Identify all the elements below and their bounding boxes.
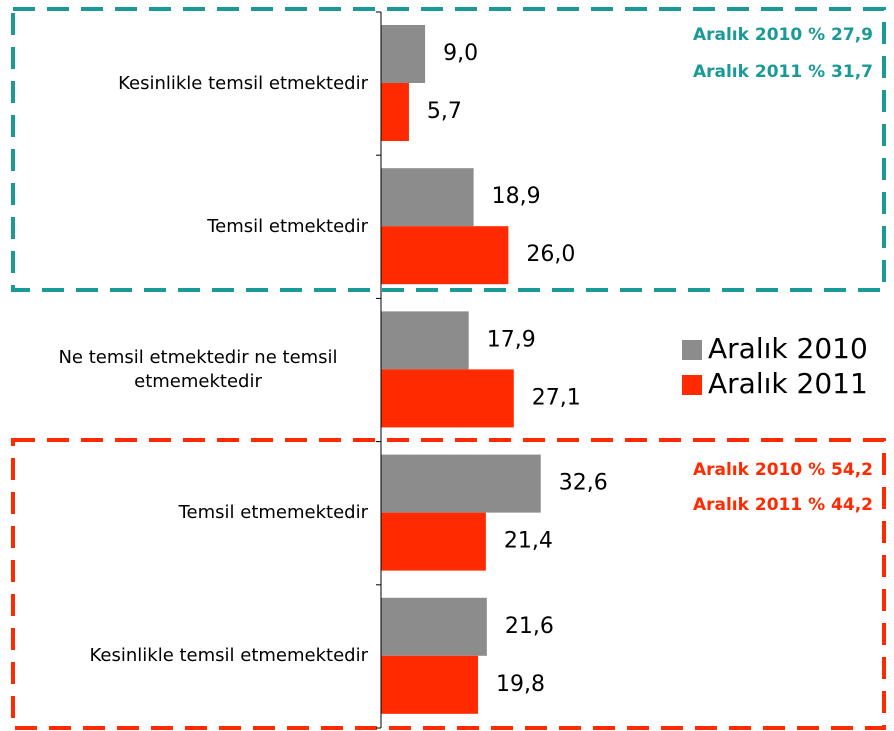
bar [381, 512, 486, 571]
category-text: Ne temsil etmektedir ne temsil etmemekte… [58, 347, 338, 392]
bar [381, 168, 474, 227]
legend-label: Aralık 2010 [708, 332, 868, 365]
bar [381, 25, 426, 83]
bar [381, 226, 509, 285]
category-text: Temsil etmektedir [207, 215, 368, 237]
value-label: 19,8 [496, 672, 545, 697]
value-label: 32,6 [559, 471, 608, 496]
annotation: Aralık 2011 % 44,2 [693, 495, 873, 515]
bar [381, 454, 541, 513]
bar [381, 83, 409, 141]
value-label: 18,9 [492, 184, 541, 209]
bar [381, 597, 487, 656]
value-label: 26,0 [526, 242, 575, 267]
category-label: Ne temsil etmektedir ne temsil etmemekte… [28, 320, 368, 420]
category-label: Kesinlikle temsil etmektedir [28, 34, 368, 134]
category-text: Kesinlikle temsil etmemektedir [89, 645, 369, 667]
legend-swatch [682, 375, 702, 395]
value-label: 17,9 [487, 327, 536, 352]
category-label: Kesinlikle temsil etmemektedir [28, 606, 369, 706]
value-label: 5,7 [427, 99, 462, 124]
category-text: Temsil etmemektedir [178, 502, 368, 524]
annotation: Aralık 2011 % 31,7 [693, 62, 873, 82]
value-label: 21,6 [505, 614, 554, 639]
legend-swatch [682, 340, 702, 360]
highlight-box [11, 7, 886, 292]
category-label: Temsil etmektedir [28, 177, 368, 277]
bar [381, 655, 479, 714]
value-label: 9,0 [443, 41, 478, 66]
annotation: Aralık 2010 % 27,9 [693, 25, 873, 45]
category-text: Kesinlikle temsil etmektedir [118, 72, 368, 94]
annotation: Aralık 2010 % 54,2 [693, 460, 873, 480]
value-label: 27,1 [532, 385, 581, 410]
bar [381, 311, 469, 370]
value-label: 21,4 [504, 529, 553, 554]
bar [381, 369, 514, 428]
category-label: Temsil etmemektedir [28, 463, 368, 563]
legend-label: Aralık 2011 [708, 367, 868, 400]
